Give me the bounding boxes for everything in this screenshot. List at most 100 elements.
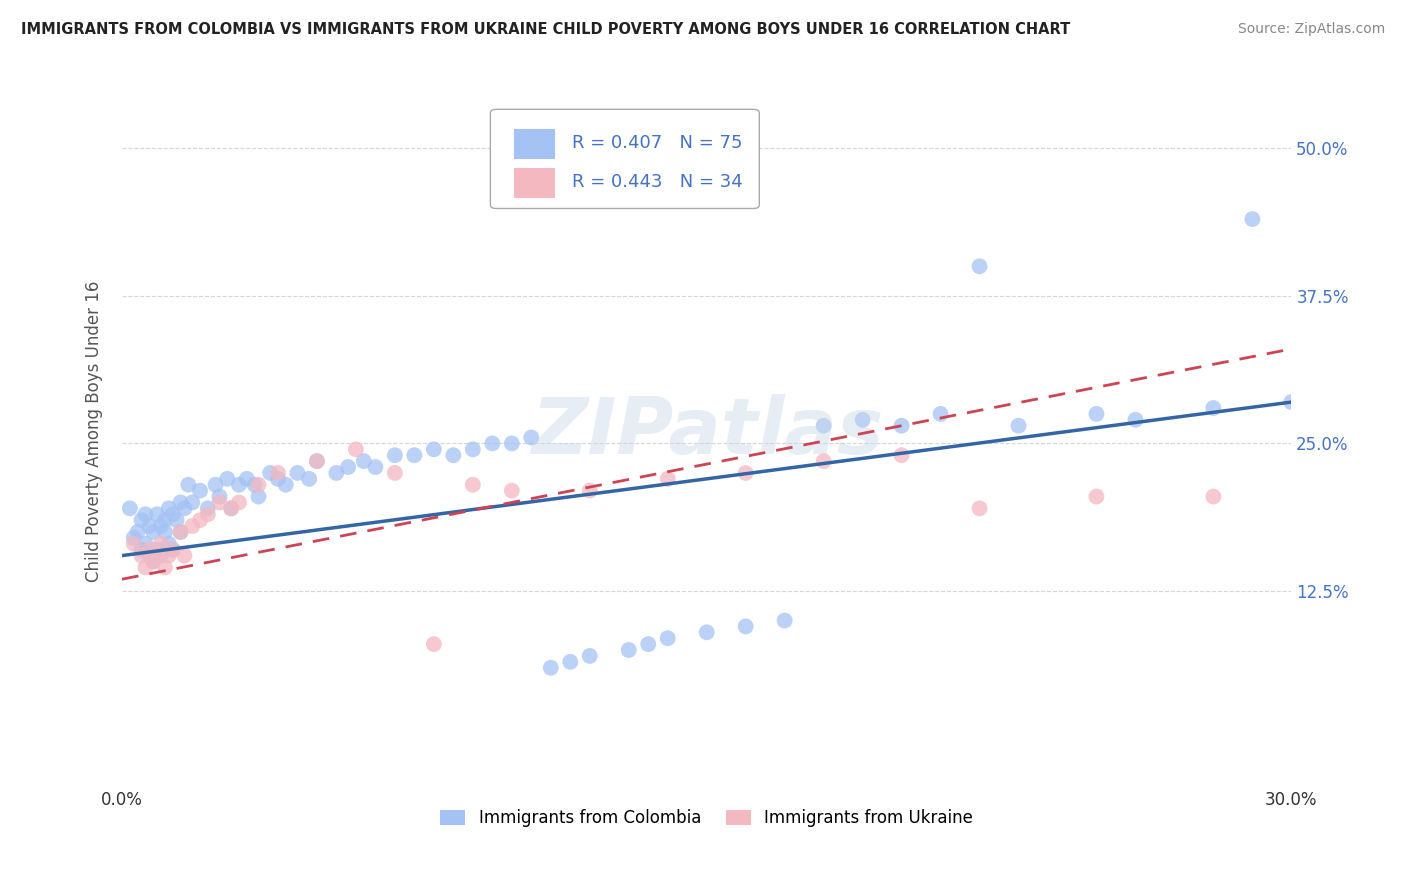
- Point: [127, 524, 149, 539]
- Point: [236, 472, 259, 486]
- Point: [540, 661, 562, 675]
- Point: [734, 466, 756, 480]
- Point: [578, 648, 600, 663]
- Text: Source: ZipAtlas.com: Source: ZipAtlas.com: [1237, 22, 1385, 37]
- Point: [122, 531, 145, 545]
- Point: [813, 418, 835, 433]
- Point: [142, 554, 165, 568]
- Point: [637, 637, 659, 651]
- Point: [131, 513, 153, 527]
- Point: [929, 407, 952, 421]
- Point: [169, 524, 191, 539]
- Point: [228, 495, 250, 509]
- Point: [461, 477, 484, 491]
- Point: [969, 501, 991, 516]
- Point: [259, 466, 281, 480]
- Point: [134, 537, 156, 551]
- Point: [560, 655, 582, 669]
- Point: [305, 454, 328, 468]
- Point: [734, 619, 756, 633]
- Point: [157, 501, 180, 516]
- Point: [181, 495, 204, 509]
- Point: [481, 436, 503, 450]
- Point: [150, 549, 173, 563]
- Point: [134, 508, 156, 522]
- Point: [217, 472, 239, 486]
- Text: IMMIGRANTS FROM COLOMBIA VS IMMIGRANTS FROM UKRAINE CHILD POVERTY AMONG BOYS UND: IMMIGRANTS FROM COLOMBIA VS IMMIGRANTS F…: [21, 22, 1070, 37]
- Point: [384, 466, 406, 480]
- Point: [197, 501, 219, 516]
- Point: [162, 542, 184, 557]
- Point: [173, 501, 195, 516]
- Point: [578, 483, 600, 498]
- Point: [344, 442, 367, 457]
- Point: [166, 513, 188, 527]
- Point: [188, 483, 211, 498]
- Point: [890, 418, 912, 433]
- Point: [657, 472, 679, 486]
- Text: ZIPatlas: ZIPatlas: [530, 393, 883, 469]
- Point: [1202, 490, 1225, 504]
- Point: [969, 260, 991, 274]
- Point: [364, 460, 387, 475]
- Point: [219, 501, 242, 516]
- Point: [157, 537, 180, 551]
- Point: [267, 466, 290, 480]
- Point: [353, 454, 375, 468]
- Point: [173, 549, 195, 563]
- Point: [423, 442, 446, 457]
- Point: [150, 537, 173, 551]
- FancyBboxPatch shape: [513, 129, 555, 159]
- Point: [1125, 413, 1147, 427]
- FancyBboxPatch shape: [513, 168, 555, 198]
- Point: [169, 524, 191, 539]
- Point: [118, 501, 141, 516]
- FancyBboxPatch shape: [491, 110, 759, 209]
- Point: [243, 477, 266, 491]
- Point: [1202, 401, 1225, 415]
- Point: [122, 537, 145, 551]
- Text: R = 0.443   N = 34: R = 0.443 N = 34: [572, 173, 742, 191]
- Point: [153, 513, 176, 527]
- Point: [267, 472, 290, 486]
- Y-axis label: Child Poverty Among Boys Under 16: Child Poverty Among Boys Under 16: [86, 281, 103, 582]
- Point: [146, 549, 169, 563]
- Point: [520, 430, 543, 444]
- Point: [146, 508, 169, 522]
- Point: [142, 524, 165, 539]
- Point: [1241, 212, 1264, 227]
- Legend: Immigrants from Colombia, Immigrants from Ukraine: Immigrants from Colombia, Immigrants fro…: [433, 803, 980, 834]
- Point: [1085, 490, 1108, 504]
- Point: [501, 436, 523, 450]
- Point: [890, 448, 912, 462]
- Point: [138, 519, 160, 533]
- Point: [228, 477, 250, 491]
- Point: [208, 495, 231, 509]
- Point: [169, 495, 191, 509]
- Point: [181, 519, 204, 533]
- Point: [204, 477, 226, 491]
- Point: [501, 483, 523, 498]
- Point: [162, 542, 184, 557]
- Point: [305, 454, 328, 468]
- Point: [287, 466, 309, 480]
- Point: [813, 454, 835, 468]
- Point: [153, 560, 176, 574]
- Point: [325, 466, 347, 480]
- Point: [131, 542, 153, 557]
- Point: [404, 448, 426, 462]
- Point: [150, 519, 173, 533]
- Point: [337, 460, 360, 475]
- Point: [274, 477, 297, 491]
- Point: [617, 643, 640, 657]
- Point: [138, 542, 160, 557]
- Point: [1007, 418, 1029, 433]
- Point: [423, 637, 446, 651]
- Point: [208, 490, 231, 504]
- Point: [1085, 407, 1108, 421]
- Point: [696, 625, 718, 640]
- Point: [461, 442, 484, 457]
- Point: [441, 448, 464, 462]
- Point: [197, 508, 219, 522]
- Point: [153, 524, 176, 539]
